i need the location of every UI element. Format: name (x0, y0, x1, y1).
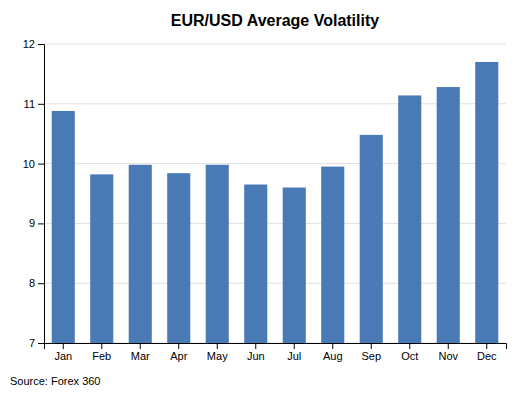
bar (283, 188, 306, 343)
y-axis: 7 8 9 10 11 12 (23, 38, 45, 349)
bar (437, 87, 460, 343)
x-tick: Oct (401, 343, 418, 362)
bar (398, 95, 421, 343)
x-tick: Jul (287, 343, 301, 362)
bar (360, 135, 383, 343)
x-tick-label: Sep (361, 350, 381, 362)
plot: 7 8 9 10 11 12 Jan Feb Mar Apr May Jun Jul Aug Sep Oct N… (23, 38, 507, 395)
bar (244, 185, 267, 343)
y-tick: 12 (23, 38, 44, 50)
x-tick: Dec (477, 343, 497, 362)
x-tick-mark (101, 343, 102, 349)
x-tick-mark (448, 343, 449, 349)
x-axis: Jan Feb Mar Apr May Jun Jul Aug Sep Oct Nov Dec (45, 343, 507, 362)
bar (52, 111, 75, 343)
bar (129, 165, 152, 343)
x-tick-label: Nov (438, 350, 458, 362)
x-tick: Feb (92, 343, 111, 362)
y-tick-label: 11 (24, 98, 35, 110)
bar (475, 62, 498, 343)
x-tick-label: Oct (401, 350, 418, 362)
y-tick: 8 (29, 277, 44, 289)
y-tick-mark (38, 223, 44, 224)
y-tick-mark (38, 343, 44, 344)
y-tick-mark (38, 44, 44, 45)
x-tick-label: May (207, 350, 228, 362)
bar (206, 165, 229, 343)
x-axis-line (45, 344, 507, 350)
chart-svg: 7 8 9 10 11 12 Jan Feb Mar Apr May Jun Jul Aug Sep Oct N… (0, 0, 524, 395)
y-tick-mark (38, 283, 44, 284)
x-tick-mark (140, 343, 141, 349)
bar (167, 173, 190, 343)
x-tick-label: Dec (477, 350, 497, 362)
x-tick: Jan (54, 343, 72, 362)
x-tick: Apr (170, 343, 187, 362)
x-tick-mark (294, 343, 295, 349)
x-tick-label: Apr (170, 350, 187, 362)
x-tick-mark (178, 343, 179, 349)
x-tick: Mar (131, 343, 150, 362)
y-tick-label: 10 (23, 158, 35, 170)
y-tick-label: 12 (23, 38, 35, 50)
x-tick: May (207, 343, 228, 362)
y-tick: 7 (29, 337, 44, 349)
x-tick-mark (332, 343, 333, 349)
y-tick: 9 (29, 217, 44, 229)
x-tick: Aug (323, 343, 343, 362)
y-tick-label: 8 (29, 277, 35, 289)
x-tick-label: Jan (54, 350, 72, 362)
source: Source: Forex 360 (10, 375, 101, 387)
y-axis-line (38, 45, 45, 344)
bars (52, 62, 499, 343)
x-tick-label: Aug (323, 350, 343, 362)
x-tick-label: Mar (131, 350, 150, 362)
x-tick: Nov (438, 343, 458, 362)
x-tick-mark (486, 343, 487, 349)
x-tick-label: Jul (287, 350, 301, 362)
x-tick-mark (255, 343, 256, 349)
bar (321, 167, 344, 343)
y-tick-label: 9 (29, 217, 35, 229)
chart-container: 7 8 9 10 11 12 Jan Feb Mar Apr May Jun Jul Aug Sep Oct N… (0, 0, 524, 395)
grid-line (44, 44, 506, 45)
y-tick-mark (38, 104, 44, 105)
x-tick: Sep (361, 343, 381, 362)
y-tick-mark (38, 164, 44, 165)
x-tick-mark (63, 343, 64, 349)
x-tick-mark (371, 343, 372, 349)
bar (90, 174, 113, 343)
x-tick: Jun (247, 343, 265, 362)
x-tick-label: Jun (247, 350, 265, 362)
y-tick: 11 (24, 98, 44, 110)
y-tick: 10 (23, 158, 44, 170)
title: EUR/USD Average Volatility (171, 12, 379, 29)
x-tick-label: Feb (92, 350, 111, 362)
x-tick-mark (409, 343, 410, 349)
y-tick-label: 7 (29, 337, 35, 349)
x-tick-mark (217, 343, 218, 349)
